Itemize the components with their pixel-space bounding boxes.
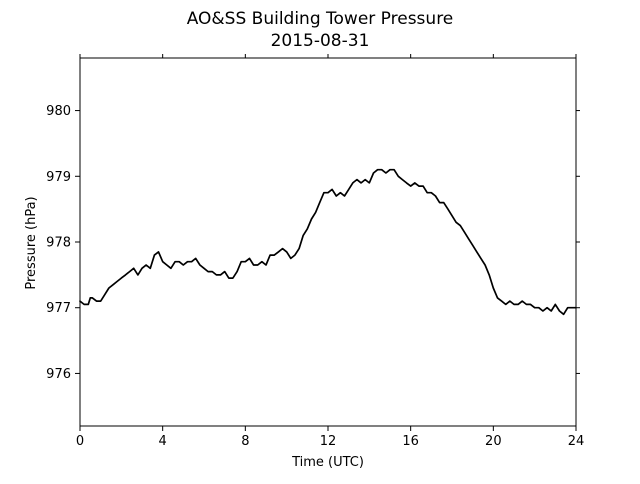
x-axis-label: Time (UTC) bbox=[291, 455, 364, 470]
x-tick-label: 20 bbox=[485, 434, 502, 449]
y-tick-label: 979 bbox=[46, 170, 71, 185]
x-tick-label: 12 bbox=[320, 434, 337, 449]
x-tick-label: 8 bbox=[241, 434, 249, 449]
y-tick-label: 978 bbox=[46, 236, 71, 251]
x-tick-label: 4 bbox=[159, 434, 167, 449]
chart-subtitle: 2015-08-31 bbox=[271, 31, 370, 51]
axis-ticks: 0 4 8 12 16 20 24 976 977 978 979 980 bbox=[46, 54, 584, 449]
y-axis-label: Pressure (hPa) bbox=[24, 196, 39, 289]
chart-title: AO&SS Building Tower Pressure bbox=[187, 9, 454, 29]
x-tick-label: 24 bbox=[568, 434, 585, 449]
series-line bbox=[79, 168, 577, 316]
y-tick-label: 980 bbox=[46, 104, 71, 119]
x-tick-label: 16 bbox=[402, 434, 419, 449]
plot-frame bbox=[79, 57, 577, 427]
y-tick-label: 977 bbox=[46, 301, 71, 316]
y-tick-label: 976 bbox=[46, 367, 71, 382]
x-tick-label: 0 bbox=[76, 434, 84, 449]
